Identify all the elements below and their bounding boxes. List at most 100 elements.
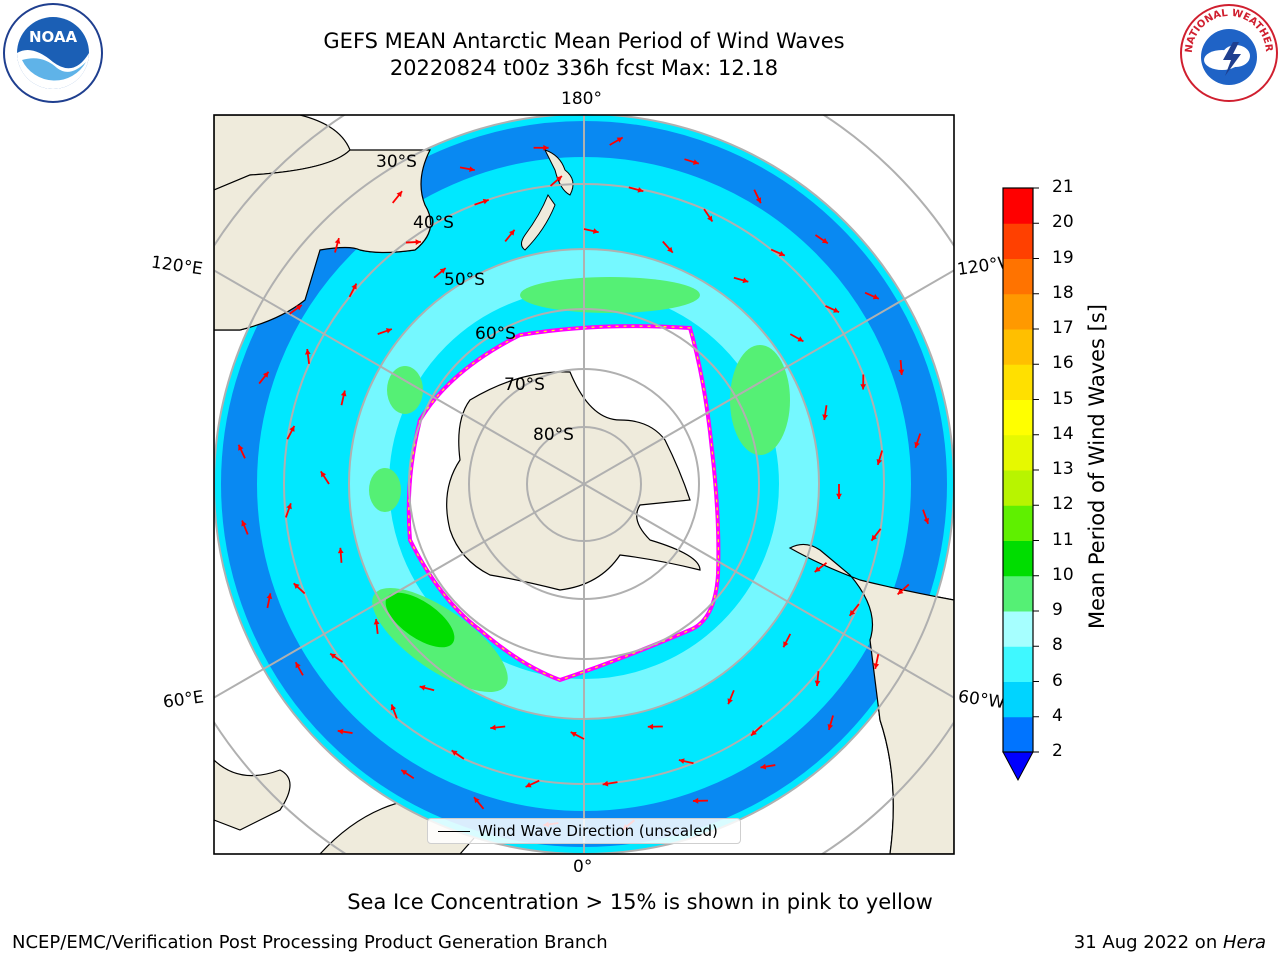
wind-wave-arrowhead [373, 618, 380, 625]
wind-wave-arrowhead [556, 176, 562, 182]
wind-wave-arrowhead [415, 239, 421, 245]
colorbar-segment [1003, 611, 1033, 647]
wind-wave-arrowhead [667, 246, 673, 253]
map-subtitle: 20220824 t00z 336h fcst Max: 12.18 [389, 56, 779, 80]
colorbar-segment [1003, 223, 1033, 259]
wind-wave-arrowhead [783, 641, 789, 648]
colorbar-segment [1003, 575, 1033, 612]
colorbar-label: Mean Period of Wind Waves [s] [1085, 304, 1109, 629]
colorbar-segment [1003, 646, 1033, 682]
map-legend: Wind Wave Direction (unscaled) [427, 818, 741, 844]
wind-wave-arrowhead [262, 371, 269, 378]
colorbar-tick-label: 12 [1052, 494, 1074, 515]
colorbar-segment [1003, 293, 1033, 330]
wind-wave-arrowhead [451, 750, 458, 756]
land-madagascar [214, 759, 291, 831]
wind-wave-arrowhead [266, 593, 273, 600]
wind-wave-arrowhead [678, 758, 685, 764]
wind-wave-arrowhead [401, 769, 408, 776]
footer-machine: Hera [1222, 932, 1266, 953]
swell-patch [520, 277, 700, 313]
colorbar-tick-label: 13 [1052, 459, 1074, 479]
wind-wave-arrowhead [871, 534, 877, 541]
wind-wave-arrowhead [822, 414, 828, 421]
wind-wave-arrowhead [814, 680, 821, 687]
wind-wave-arrowhead [241, 520, 247, 527]
land-new-zealand [521, 193, 556, 251]
colorbar-segment [1003, 434, 1033, 471]
legend-label: Wind Wave Direction (unscaled) [478, 822, 718, 840]
wind-wave-arrowhead [238, 444, 244, 451]
swell-patch [387, 366, 423, 414]
graticule [214, 115, 954, 854]
footer-date-text: 31 Aug 2022 on [1073, 932, 1223, 953]
wind-wave-arrowhead [821, 238, 828, 244]
wind-wave-arrowhead [320, 471, 327, 478]
colorbar-tick-label: 9 [1052, 600, 1063, 620]
noaa-logo-text: NOAA [29, 28, 78, 46]
wind-wave-arrowhead [334, 238, 341, 244]
wind-wave-arrowhead [755, 197, 762, 204]
lon-label-180: 180° [561, 89, 602, 109]
wind-wave-arrowhead [286, 503, 292, 510]
wind-wave-arrowhead [351, 283, 357, 290]
colorbar-segment [1003, 258, 1033, 295]
wind-wave-arrowhead [509, 229, 515, 236]
wind-wave-arrowhead [305, 349, 311, 355]
colorbar-tick-label: 21 [1052, 177, 1074, 197]
colorbar-segment [1003, 505, 1033, 541]
map-frame [213, 114, 955, 855]
colorbar-segment [1003, 188, 1033, 224]
wind-wave-arrowhead [797, 336, 804, 342]
wind-wave-arrowhead [337, 728, 344, 735]
wind-wave-arrowhead [385, 328, 392, 334]
swell-patch [730, 345, 790, 455]
wind-wave-arrowhead [692, 797, 699, 804]
colorbar-segment [1003, 540, 1033, 577]
wind-wave-arrowhead [860, 384, 867, 390]
wind-wave-arrowhead [873, 663, 880, 669]
wind-wave-arrowhead [490, 724, 496, 731]
wind-wave-arrowhead [836, 493, 842, 499]
colorbar-segment [1003, 681, 1033, 718]
swell-patch [385, 592, 455, 648]
colorbar-tick-label: 20 [1052, 212, 1074, 233]
wind-wave-arrowhead [923, 517, 930, 524]
colorbar-tick-label: 2 [1052, 741, 1063, 761]
wind-wave-arrowhead [482, 198, 489, 205]
colorbar-segment [1003, 716, 1033, 753]
footer-producer: NCEP/EMC/Verification Post Processing Pr… [12, 932, 608, 953]
swell-patch [369, 468, 401, 512]
colorbar-tick-label: 18 [1052, 282, 1074, 303]
legend-line-icon [438, 831, 470, 832]
colorbar-tick-label: 10 [1052, 564, 1074, 585]
wind-wave-arrowhead [592, 228, 599, 234]
lat-label-50s: 50°S [444, 270, 485, 290]
land-antarctica [446, 371, 701, 591]
wind-wave-arrowhead [289, 425, 295, 432]
wind-wave-arrowhead [474, 797, 480, 804]
lat-label-30s: 30°S [376, 152, 417, 172]
wind-wave-arrowhead [849, 609, 856, 616]
wind-wave-arrowhead [814, 566, 821, 573]
colorbar-tick-label: 17 [1052, 318, 1074, 338]
colorbar [1002, 187, 1039, 782]
colorbar-extend [1002, 751, 1034, 782]
wind-wave-arrowhead [602, 780, 609, 787]
wind-wave-arrowhead [637, 187, 644, 193]
lat-label-40s: 40°S [413, 213, 454, 233]
colorbar-tick-label: 6 [1052, 670, 1063, 691]
nws-logo: NATIONAL WEATHER SERVICE [1178, 2, 1278, 102]
wind-wave-arrowhead [833, 307, 840, 313]
colorbar-segment [1003, 329, 1033, 365]
wind-wave-arrowhead [293, 583, 300, 589]
wind-wave-arrowhead [897, 588, 904, 595]
wind-wave-arrowhead [742, 277, 749, 284]
sea-ice-caption: Sea Ice Concentration > 15% is shown in … [347, 890, 933, 914]
map-title: GEFS MEAN Antarctic Mean Period of Wind … [323, 29, 845, 53]
wind-wave-arrowhead [647, 723, 654, 730]
wind-wave-arrowhead [727, 698, 733, 705]
wind-wave-arrowhead [330, 653, 337, 659]
lat-label-80s: 80°S [533, 425, 574, 445]
